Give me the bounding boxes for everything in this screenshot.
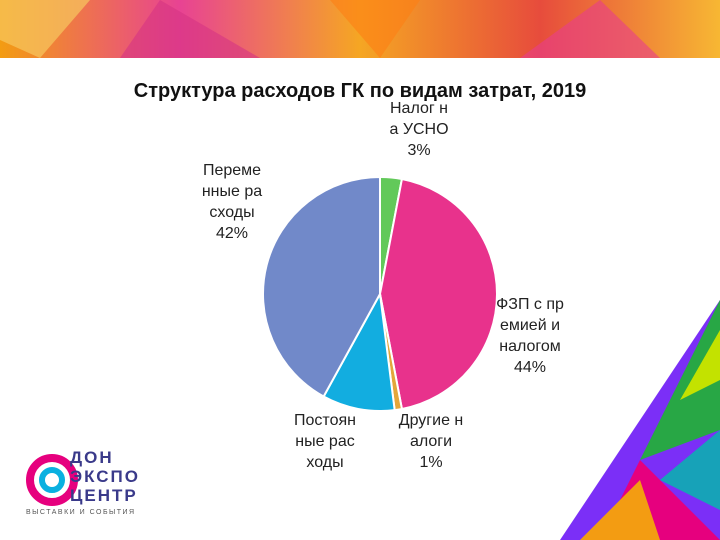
deco — [660, 430, 720, 510]
slice-label: Другие налоги 1% — [398, 410, 464, 473]
deco — [330, 0, 420, 58]
category-label: ФЗП с премией и налогом — [496, 296, 564, 355]
pie — [262, 175, 499, 412]
chart-title: Структура расходов ГК по видам затрат, 2… — [133, 80, 587, 102]
slice-label: Налог на УСНО 3% — [388, 98, 450, 161]
category-label: Другие налоги — [398, 412, 464, 450]
slice-label: Постоянные расходы — [292, 410, 358, 473]
logo-tagline: ВЫСТАВКИ И СОБЫТИЯ — [26, 509, 136, 516]
deco — [580, 480, 660, 540]
value-label: 44% — [513, 359, 547, 376]
value-label: 3% — [407, 142, 431, 159]
value-label: 1% — [419, 454, 443, 471]
logo-mark — [39, 467, 65, 493]
logo-text: ДОН — [70, 448, 114, 467]
slice-label: Переменные расходы 42% — [200, 160, 264, 244]
logo-text: ЦЕНТР — [70, 486, 138, 505]
value-label: 42% — [215, 225, 249, 242]
slice-label: ФЗП с премией и налогом 44% — [496, 294, 564, 378]
category-label: Налог на УСНО — [389, 100, 449, 138]
logo-text: ЭКСПО — [70, 467, 140, 486]
logo: ДОН ЭКСПО ЦЕНТР ВЫСТАВКИ И СОБЫТИЯ — [26, 448, 156, 516]
deco — [680, 330, 720, 400]
pie-slice — [262, 175, 381, 398]
deco — [520, 0, 660, 58]
pie-slice — [322, 290, 396, 412]
category-label: Постоянные расходы — [294, 412, 356, 471]
pie-slice — [378, 177, 499, 411]
logo-mark — [26, 454, 78, 506]
deco — [0, 0, 90, 58]
category-label: Переменные расходы — [201, 162, 263, 221]
deco — [120, 0, 260, 58]
deco — [640, 300, 720, 460]
